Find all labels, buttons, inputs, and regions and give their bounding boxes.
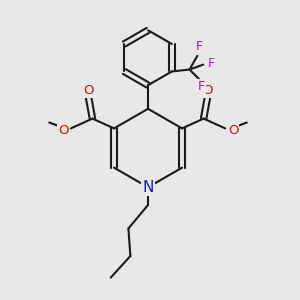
Text: F: F	[196, 40, 203, 53]
Text: F: F	[198, 80, 205, 93]
Text: F: F	[208, 57, 215, 70]
Text: O: O	[58, 124, 68, 137]
Text: O: O	[228, 124, 238, 137]
Text: N: N	[142, 180, 154, 195]
Text: O: O	[202, 84, 213, 97]
Text: O: O	[83, 84, 94, 97]
